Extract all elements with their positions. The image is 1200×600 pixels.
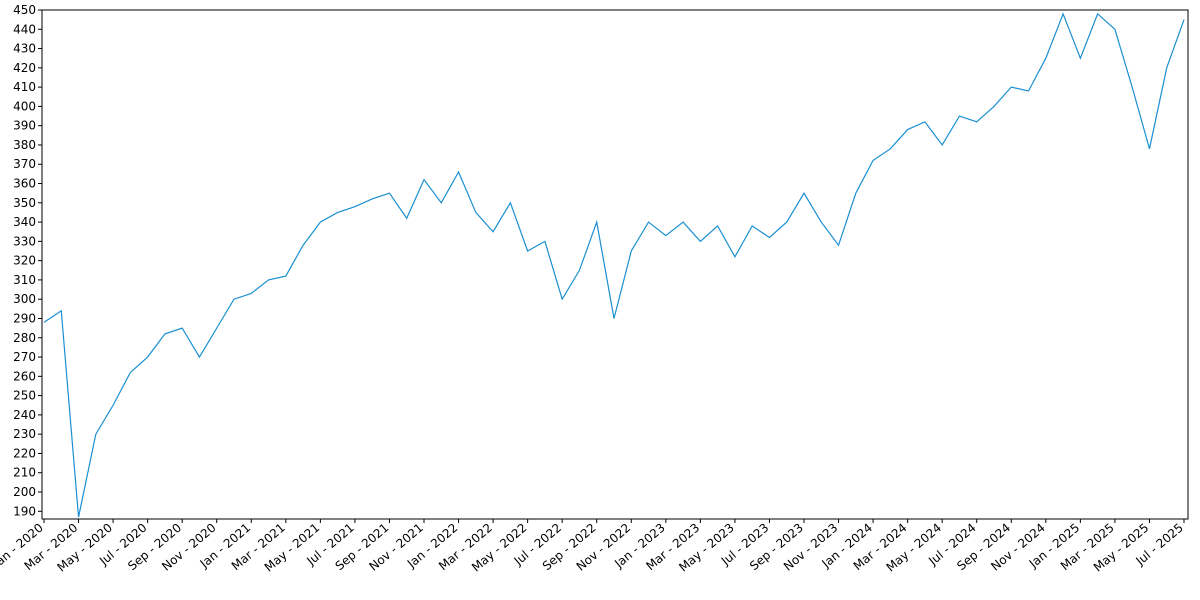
y-tick-label: 320 [13,254,36,268]
y-tick-label: 360 [13,177,36,191]
y-tick-label: 390 [13,119,36,133]
y-tick-label: 370 [13,157,36,171]
y-tick-label: 240 [13,408,36,422]
plot-frame [41,9,1189,520]
y-tick-label: 450 [13,3,36,17]
y-tick-label: 300 [13,292,36,306]
y-tick-label: 290 [13,311,36,325]
y-tick-label: 310 [13,273,36,287]
y-tick-label: 280 [13,331,36,345]
price-line [43,12,1185,518]
y-tick-label: 350 [13,196,36,210]
y-tick-label: 400 [13,99,36,113]
y-tick-label: 250 [13,389,36,403]
y-tick-label: 440 [13,22,36,36]
y-tick-label: 260 [13,369,36,383]
y-tick-label: 430 [13,42,36,56]
y-tick-label: 230 [13,427,36,441]
y-tick-label: 330 [13,234,36,248]
y-tick-label: 190 [13,504,36,518]
y-tick-label: 420 [13,61,36,75]
y-tick-label: 210 [13,466,36,480]
y-tick-label: 380 [13,138,36,152]
y-tick-label: 270 [13,350,36,364]
y-tick-label: 220 [13,446,36,460]
y-tick-label: 340 [13,215,36,229]
y-tick-label: 410 [13,80,36,94]
y-tick-label: 200 [13,485,36,499]
